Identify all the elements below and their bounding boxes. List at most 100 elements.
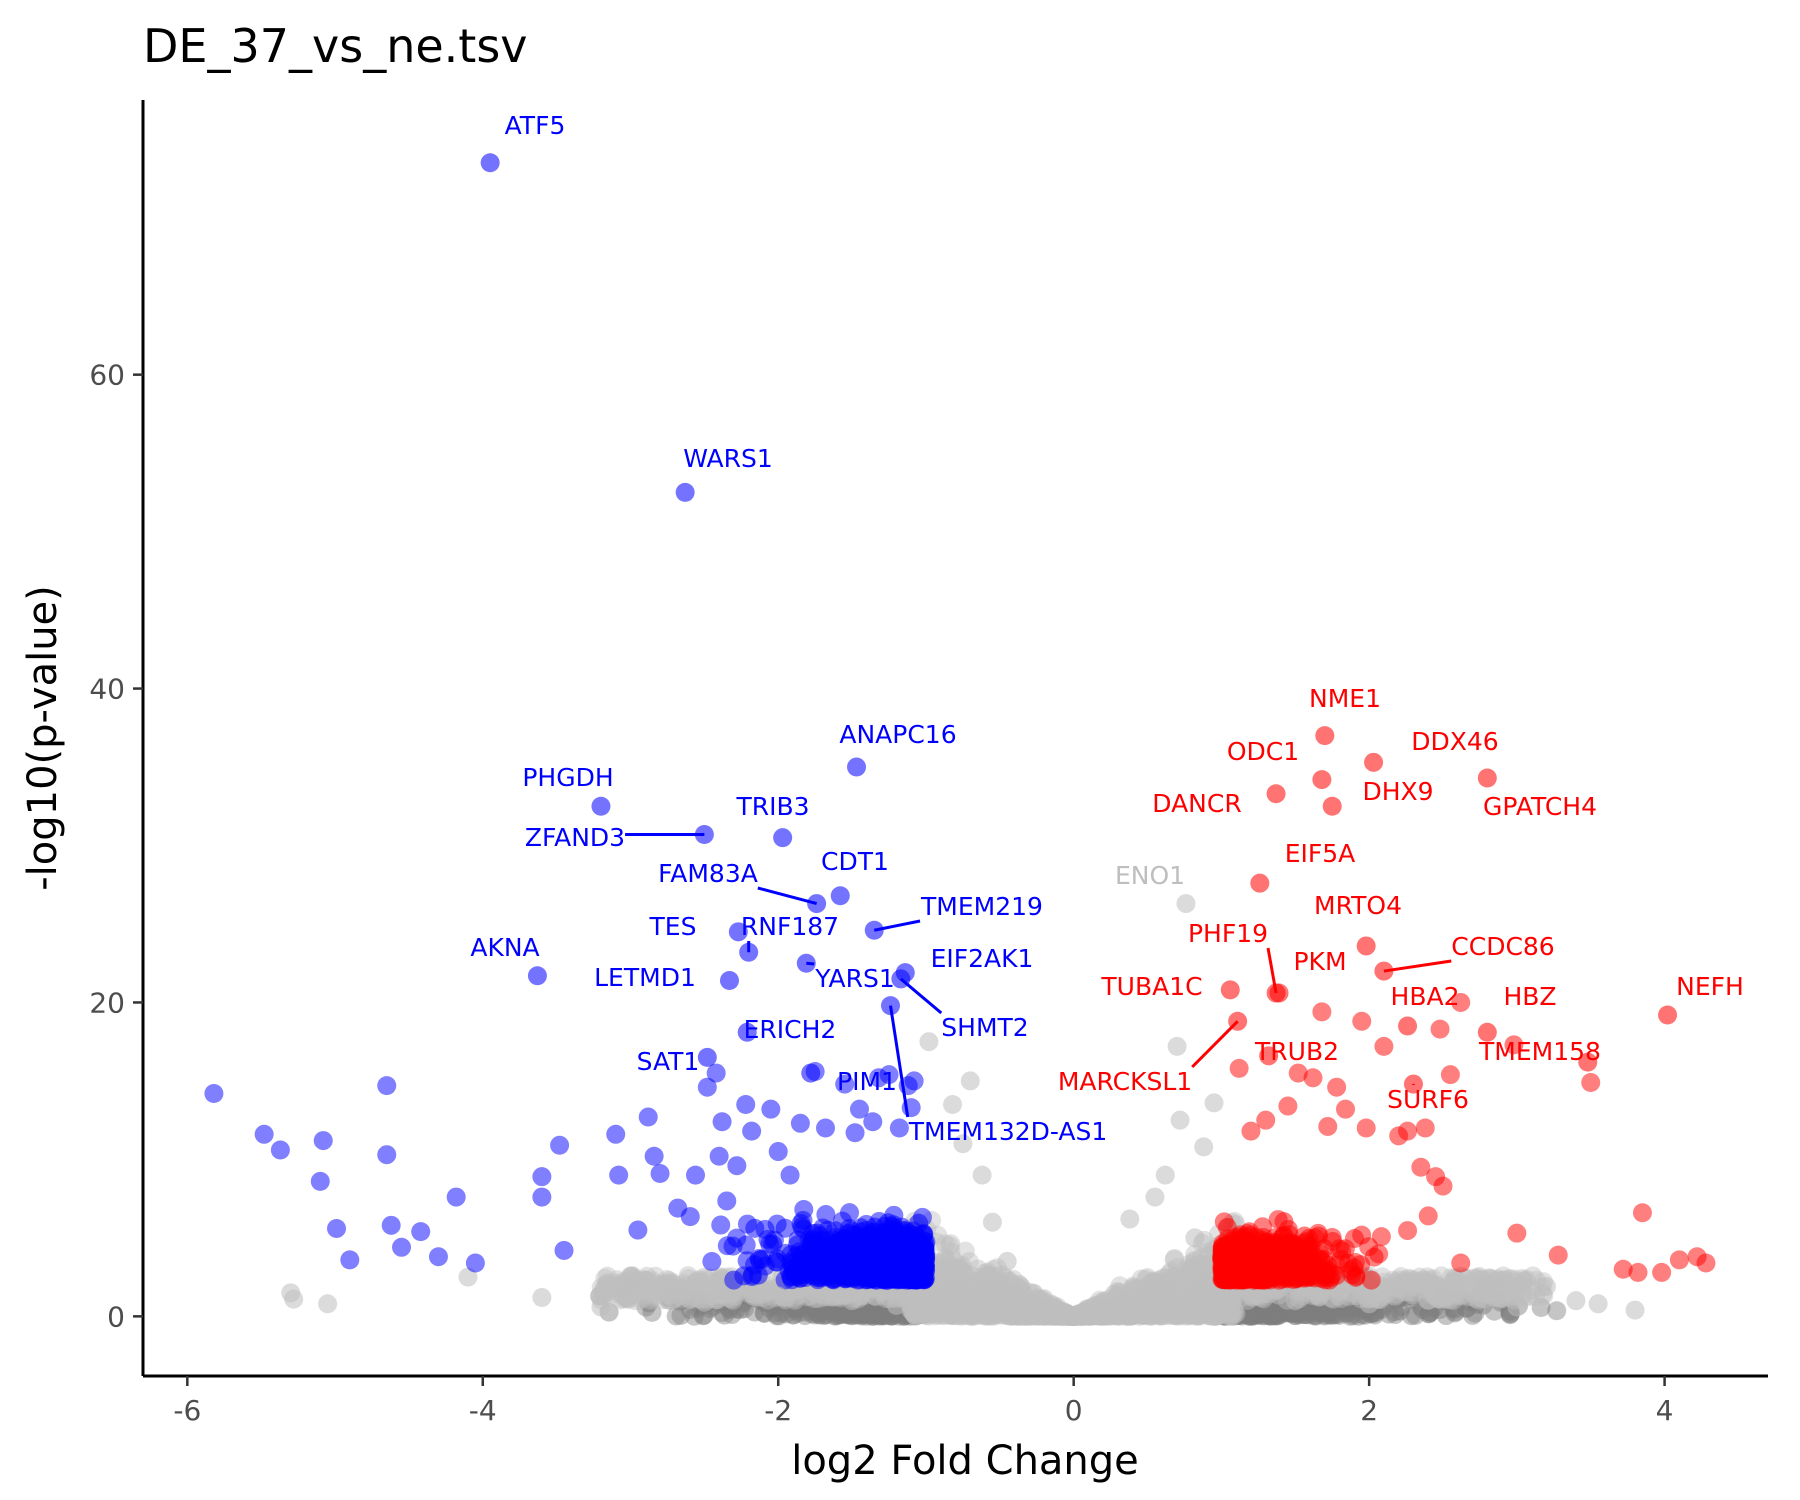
cloud-point <box>1227 1298 1247 1318</box>
cloud-point <box>863 1306 883 1326</box>
cloud-point <box>1296 1304 1316 1324</box>
cloud-point <box>1451 1286 1471 1306</box>
cloud-point <box>1260 1299 1280 1319</box>
cloud-point <box>906 1287 926 1307</box>
cloud-point <box>914 1254 934 1274</box>
cloud-point <box>821 1300 841 1320</box>
cloud-point <box>1239 1295 1259 1315</box>
cloud-point <box>1233 1303 1253 1323</box>
cloud-point <box>1213 1288 1233 1308</box>
cloud-point <box>840 1203 860 1223</box>
cloud-point <box>1252 1295 1272 1315</box>
cloud-point <box>870 1304 890 1324</box>
cloud-point <box>1413 1288 1433 1308</box>
cloud-point <box>857 1294 877 1314</box>
cloud-point <box>1226 1292 1246 1312</box>
cloud-point <box>803 1293 823 1313</box>
cloud-point <box>1239 1306 1259 1326</box>
cloud-point <box>795 1291 815 1311</box>
cloud-point <box>1316 1304 1336 1324</box>
cloud-point <box>1252 1302 1272 1322</box>
cloud-point <box>725 1290 745 1310</box>
cloud-point <box>1285 1306 1305 1326</box>
cloud-point <box>1419 1304 1439 1324</box>
cloud-point <box>1313 1296 1333 1316</box>
cloud-point <box>1411 1296 1431 1316</box>
cloud-point <box>814 1300 834 1320</box>
cloud-point <box>806 1299 826 1319</box>
cloud-point <box>1241 1292 1261 1312</box>
cloud-point <box>869 1299 889 1319</box>
cloud-point <box>1249 1304 1269 1324</box>
cloud-point <box>1249 1293 1269 1313</box>
cloud-point <box>1222 1296 1242 1316</box>
cloud-point <box>1219 1287 1239 1307</box>
cloud-point <box>1259 1296 1279 1316</box>
cloud-point <box>1304 1305 1324 1325</box>
cloud-point <box>861 1296 881 1316</box>
cloud-point <box>809 1257 829 1277</box>
cloud-point <box>809 1294 829 1314</box>
cloud-point <box>858 1297 878 1317</box>
cloud-point <box>869 1299 889 1319</box>
cloud-point <box>818 1299 838 1319</box>
cloud-point <box>1260 1290 1280 1310</box>
cloud-point <box>1236 1297 1256 1317</box>
cloud-point <box>1306 1305 1326 1325</box>
cloud-point <box>1234 1298 1254 1318</box>
cloud-point <box>1273 1302 1293 1322</box>
cloud-point <box>1239 1288 1259 1308</box>
cloud-point <box>809 1293 829 1313</box>
cloud-point <box>750 1290 770 1310</box>
cloud-point <box>1342 1296 1362 1316</box>
cloud-point <box>872 1304 892 1324</box>
cloud-point <box>1340 1287 1360 1307</box>
cloud-point <box>1223 1294 1243 1314</box>
cloud-point <box>1239 1295 1259 1315</box>
cloud-point <box>1268 1304 1288 1324</box>
cloud-point <box>680 1299 700 1319</box>
cloud-point <box>1504 1269 1524 1289</box>
cloud-point <box>1322 1305 1342 1325</box>
cloud-point <box>1219 1288 1239 1308</box>
cloud-point <box>1310 1293 1330 1313</box>
cloud-point <box>865 1305 885 1325</box>
cloud-point <box>1223 1304 1243 1324</box>
cloud-point <box>1242 1304 1262 1324</box>
cloud-point <box>827 1304 847 1324</box>
cloud-point <box>1221 1295 1241 1315</box>
cloud-point <box>869 1295 889 1315</box>
cloud-point <box>1263 1303 1283 1323</box>
cloud-point <box>1247 1299 1267 1319</box>
cloud-point <box>1262 1288 1282 1308</box>
cloud-point <box>1230 1291 1250 1311</box>
cloud-point <box>1252 1290 1272 1310</box>
cloud-point <box>1221 1302 1241 1322</box>
cloud-point <box>1301 1290 1321 1310</box>
cloud-point <box>868 1290 888 1310</box>
cloud-point <box>1266 1298 1286 1318</box>
cloud-point <box>901 1297 921 1317</box>
cloud-point <box>1301 1300 1321 1320</box>
cloud-point <box>871 1291 891 1311</box>
cloud-point <box>1236 1301 1256 1321</box>
cloud-point <box>1218 1304 1238 1324</box>
cloud-point <box>1250 1290 1270 1310</box>
cloud-point <box>1312 1289 1332 1309</box>
cloud-point <box>1547 1301 1567 1321</box>
cloud-point <box>870 1306 890 1326</box>
cloud-point <box>1235 1291 1255 1311</box>
cloud-point <box>914 1295 934 1315</box>
cloud-point <box>870 1298 890 1318</box>
cloud-point <box>905 1303 925 1323</box>
cloud-point <box>1327 1292 1347 1312</box>
cloud-point <box>862 1297 882 1317</box>
cloud-point <box>1258 1301 1278 1321</box>
cloud-point <box>1334 1292 1354 1312</box>
cloud-point <box>1224 1303 1244 1323</box>
cloud-point <box>815 1291 835 1311</box>
cloud-point <box>1221 1294 1241 1314</box>
cloud-point <box>1235 1289 1255 1309</box>
cloud-point <box>823 1295 843 1315</box>
cloud-point <box>1325 1305 1345 1325</box>
